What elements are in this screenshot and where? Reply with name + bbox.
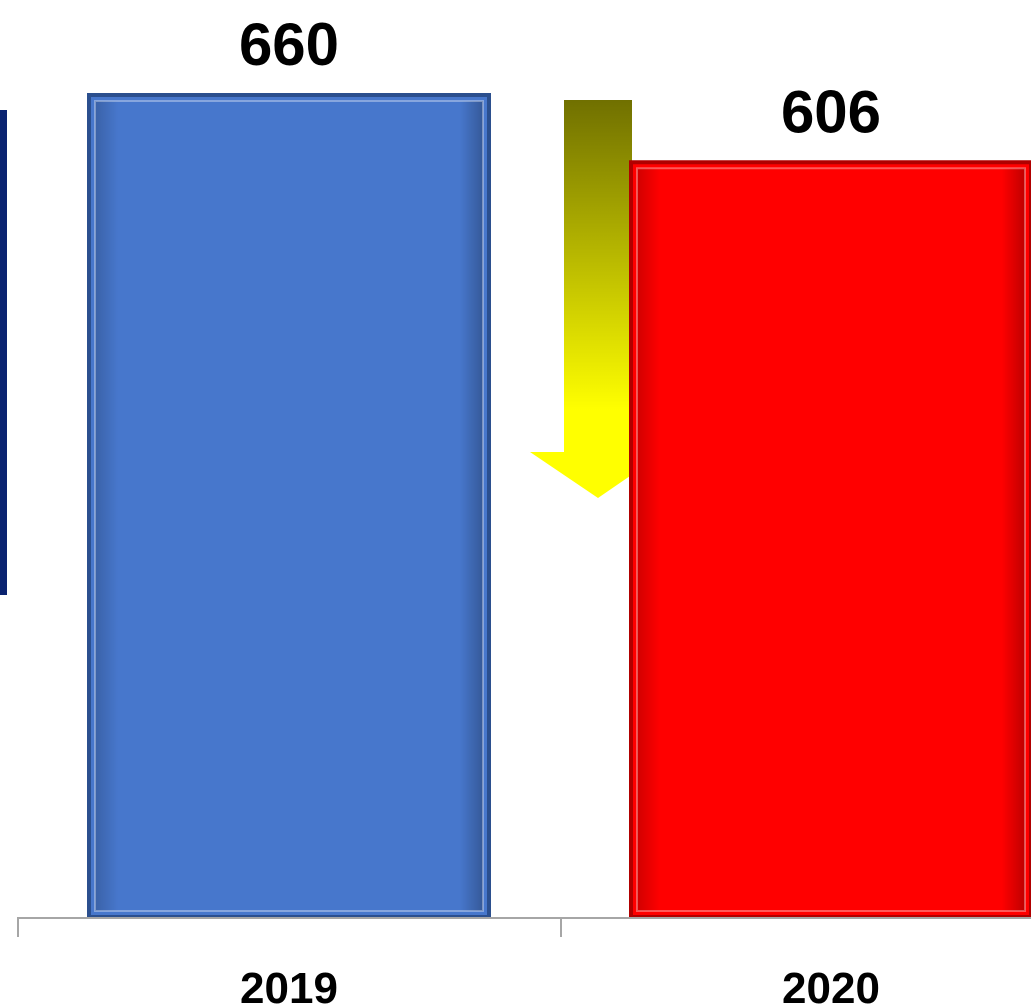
x-axis: [17, 917, 1031, 937]
data-label-2020: 606: [781, 78, 881, 145]
tick-label-2019: 2019: [240, 964, 338, 1008]
tick-label-2020: 2020: [782, 964, 880, 1008]
data-label-2019: 660: [239, 11, 339, 78]
data-labels-group: 660 606: [239, 11, 881, 145]
x-tick-labels: 2019 2020: [240, 964, 880, 1008]
left-edge-accent-bar: [0, 110, 7, 595]
bars-group: [87, 93, 1031, 920]
bar-bevel-2019: [94, 100, 484, 912]
bar-bevel-2020: [636, 167, 1026, 913]
